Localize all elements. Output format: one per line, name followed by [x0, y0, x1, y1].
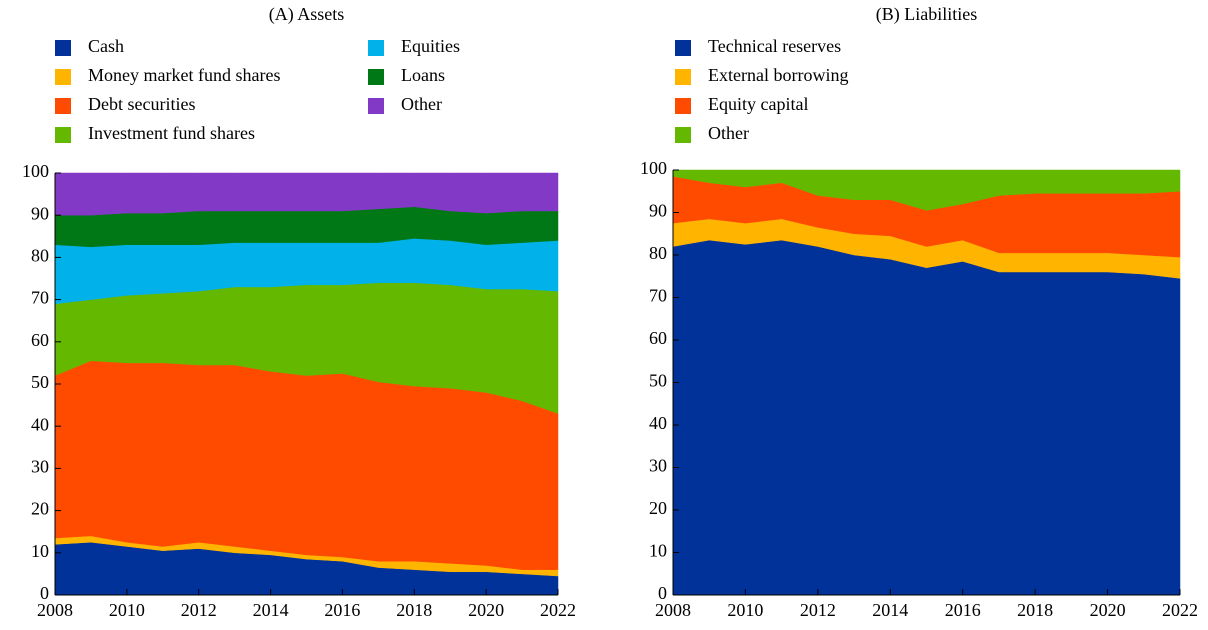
- y-tick-label: 0: [658, 583, 667, 603]
- y-tick-label: 80: [649, 243, 667, 263]
- y-tick-label: 30: [649, 456, 667, 476]
- x-tick-label: 2016: [324, 600, 360, 620]
- legend-label: Debt securities: [88, 94, 195, 114]
- legend-label: Other: [401, 94, 442, 114]
- x-tick-label: 2010: [109, 600, 145, 620]
- legend-label: Money market fund shares: [88, 65, 280, 85]
- y-tick-label: 20: [31, 499, 49, 519]
- legend-swatch: [675, 69, 691, 85]
- y-tick-label: 50: [649, 371, 667, 391]
- y-tick-label: 50: [31, 372, 49, 392]
- legend-swatch: [675, 98, 691, 114]
- x-tick-label: 2010: [727, 600, 763, 620]
- y-tick-label: 20: [649, 498, 667, 518]
- legend-label: External borrowing: [708, 65, 848, 85]
- x-tick-label: 2016: [945, 600, 981, 620]
- y-tick-label: 100: [22, 161, 49, 181]
- y-tick-label: 40: [649, 413, 667, 433]
- x-tick-label: 2018: [1017, 600, 1053, 620]
- legend-swatch: [55, 127, 71, 143]
- legend-swatch: [368, 69, 384, 85]
- y-tick-label: 0: [40, 583, 49, 603]
- y-tick-label: 80: [31, 246, 49, 266]
- y-tick-label: 70: [31, 288, 49, 308]
- y-tick-label: 60: [649, 328, 667, 348]
- x-tick-label: 2008: [37, 600, 73, 620]
- y-tick-label: 30: [31, 457, 49, 477]
- legend-swatch: [368, 98, 384, 114]
- area: [672, 169, 1181, 211]
- y-tick-label: 70: [649, 286, 667, 306]
- legend-label: Investment fund shares: [88, 123, 255, 143]
- panel: (B) Liabilities Technical reserves Externa…: [640, 4, 1198, 620]
- x-tick-label: 2022: [1162, 600, 1198, 620]
- legend-swatch: [368, 40, 384, 56]
- panel-title: (B) Liabilities: [876, 4, 977, 25]
- area: [672, 239, 1181, 596]
- y-tick-label: 10: [31, 541, 49, 561]
- x-tick-label: 2018: [396, 600, 432, 620]
- panel: (A) Assets Cash Money market fund shares De…: [22, 4, 576, 620]
- y-tick-label: 90: [31, 203, 49, 223]
- legend-label: Technical reserves: [708, 36, 841, 56]
- legend-swatch: [55, 98, 71, 114]
- x-tick-label: 2008: [655, 600, 691, 620]
- panel-title: (A) Assets: [269, 4, 345, 25]
- y-tick-label: 60: [31, 330, 49, 350]
- y-tick-label: 90: [649, 201, 667, 221]
- y-tick-label: 100: [640, 158, 667, 178]
- x-tick-label: 2014: [253, 600, 289, 620]
- legend-swatch: [675, 40, 691, 56]
- x-tick-label: 2022: [540, 600, 576, 620]
- legend-swatch: [55, 69, 71, 85]
- y-tick-label: 40: [31, 414, 49, 434]
- legend-label: Equities: [401, 36, 460, 56]
- x-tick-label: 2020: [1090, 600, 1126, 620]
- area: [54, 172, 559, 216]
- legend-label: Cash: [88, 36, 124, 56]
- legend-label: Equity capital: [708, 94, 808, 114]
- x-tick-label: 2014: [872, 600, 908, 620]
- x-tick-label: 2012: [181, 600, 217, 620]
- y-tick-label: 10: [649, 541, 667, 561]
- x-tick-label: 2020: [468, 600, 504, 620]
- x-tick-label: 2012: [800, 600, 836, 620]
- legend-swatch: [675, 127, 691, 143]
- legend-label: Loans: [401, 65, 445, 85]
- legend-label: Other: [708, 123, 749, 143]
- legend-swatch: [55, 40, 71, 56]
